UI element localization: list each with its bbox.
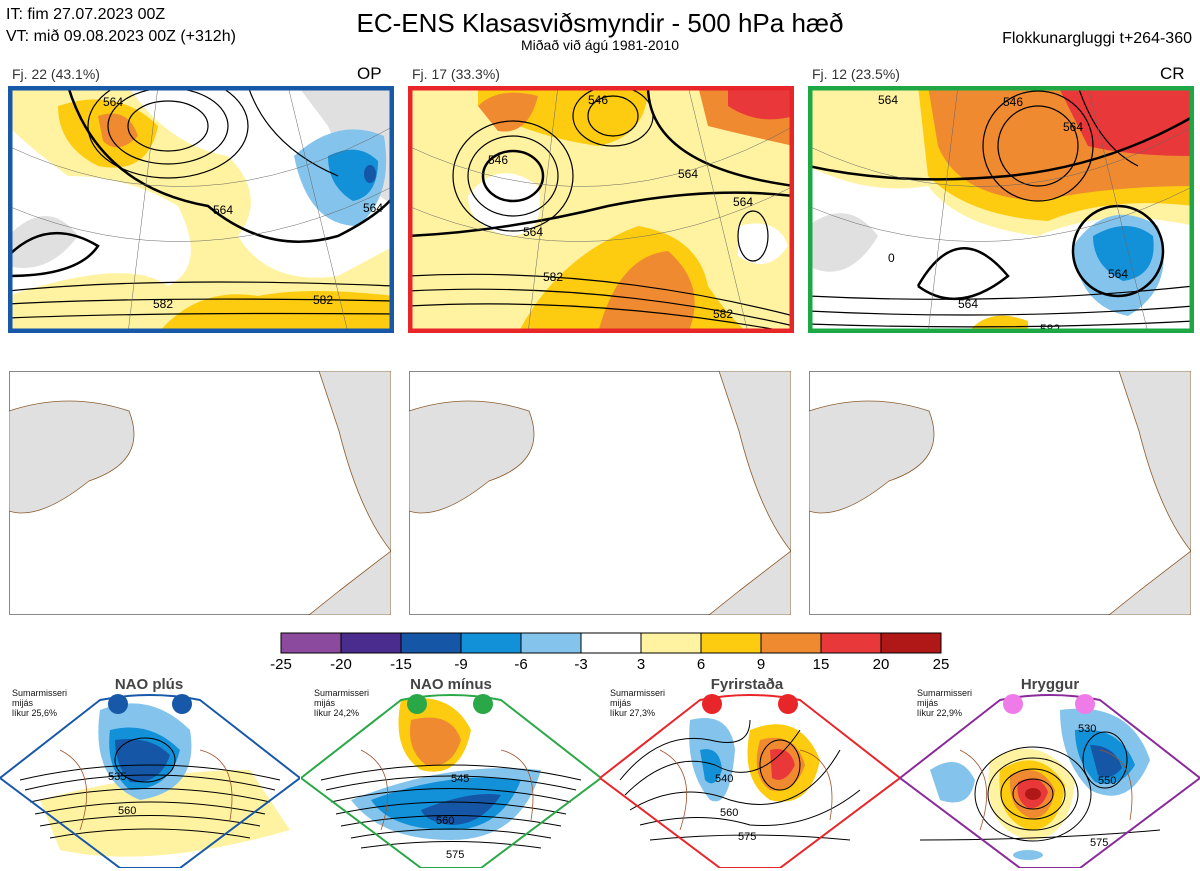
colorbar-label: 3	[636, 656, 646, 673]
colorbar-swatch	[280, 632, 342, 654]
contour-label: 564	[363, 201, 383, 215]
contour-label: 535	[108, 771, 126, 783]
contour-label: 564	[958, 297, 978, 311]
colorbar-label: 15	[812, 656, 830, 673]
regime-info: Sumarmisseri mijás líkur 24,2%	[314, 688, 370, 718]
regime-info: Sumarmisseri mijás líkur 25,6%	[12, 688, 68, 718]
regime-title: NAO plús	[114, 676, 184, 693]
contour-label: 564	[1063, 120, 1083, 134]
regime-title: NAO mínus	[410, 676, 492, 693]
regime-map-2: 545 560 575	[301, 694, 601, 868]
contour-label: 540	[715, 773, 733, 785]
contour-label: 560	[436, 815, 454, 827]
contour-label: 564	[1108, 267, 1128, 281]
contour-label: 564	[103, 95, 123, 109]
colorbar-swatches	[280, 632, 942, 654]
contour-label: 582	[543, 270, 563, 284]
contour-label: 546	[488, 153, 508, 167]
colorbar-swatch	[820, 632, 882, 654]
colorbar-swatch	[580, 632, 642, 654]
colorbar-swatch	[700, 632, 762, 654]
colorbar-label: 6	[696, 656, 706, 673]
colorbar-label: -25	[270, 656, 292, 673]
contour-label: 575	[1090, 837, 1108, 849]
colorbar-swatch	[520, 632, 582, 654]
init-time: IT: fim 27.07.2023 00Z	[6, 6, 166, 23]
cluster-map-2: 546 546 564 564 564 582 582	[408, 86, 794, 333]
cluster-window: Flokkunargluggi t+264-360	[1002, 30, 1192, 47]
colorbar-swatch	[640, 632, 702, 654]
contour-label: 564	[523, 225, 543, 239]
colorbar-label: 20	[872, 656, 890, 673]
empty-map-3	[809, 371, 1191, 615]
contour-label: 564	[733, 195, 753, 209]
regime-info: Sumarmisseri mijás líkur 27,3%	[610, 688, 666, 718]
contour-label: 582	[1040, 322, 1060, 333]
page-subtitle: Miðað við ágú 1981-2010	[520, 37, 679, 53]
cluster-label: Fj. 22 (43.1%)	[12, 66, 100, 82]
contour-label: 582	[713, 307, 733, 321]
regime-map-3: 540 560 575	[600, 694, 900, 868]
colorbar-label: 9	[756, 656, 766, 673]
page-title: EC-ENS Klasasviðsmyndir - 500 hPa hæð	[356, 8, 844, 38]
contour-label: 582	[153, 297, 173, 311]
contour-label: 564	[678, 167, 698, 181]
contour-label: 564	[213, 203, 233, 217]
colorbar-label: -9	[454, 656, 468, 673]
header-info: IT: fim 27.07.2023 00Z VT: mið 09.08.202…	[6, 4, 236, 48]
contour-label: 550	[1098, 775, 1116, 787]
empty-map-2	[409, 371, 791, 615]
regime-info: Sumarmisseri mijás líkur 22,9%	[917, 688, 973, 718]
regime-map-1: 535 560	[0, 694, 300, 868]
colorbar-swatch	[340, 632, 402, 654]
contour-label: 530	[1078, 723, 1096, 735]
colorbar-swatch	[400, 632, 462, 654]
cluster-tag: OP	[357, 64, 382, 83]
colorbar-label: -3	[574, 656, 588, 673]
regime-title: Hryggur	[1020, 676, 1080, 693]
contour-label: 0	[888, 251, 895, 265]
contour-label: 564	[878, 93, 898, 107]
cluster-map-1: 564 564 564 582 582	[8, 86, 394, 333]
colorbar-label: -6	[514, 656, 528, 673]
colorbar-swatch	[760, 632, 822, 654]
contour-label: 560	[720, 807, 738, 819]
contour-label: 575	[446, 849, 464, 861]
colorbar-label: -15	[390, 656, 412, 673]
colorbar-swatch	[880, 632, 942, 654]
regime-title: Fyrirstaða	[710, 676, 784, 693]
colorbar-label: -20	[330, 656, 352, 673]
cluster-tag: CR	[1160, 64, 1185, 83]
cluster-label: Fj. 17 (33.3%)	[412, 66, 500, 82]
colorbar-swatch	[460, 632, 522, 654]
cluster-label: Fj. 12 (23.5%)	[812, 66, 900, 82]
contour-label: 546	[588, 93, 608, 107]
contour-label: 560	[118, 805, 136, 817]
valid-time: VT: mið 09.08.2023 00Z (+312h)	[6, 28, 236, 45]
contour-label: 546	[1003, 95, 1023, 109]
empty-map-1	[9, 371, 391, 615]
contour-label: 545	[451, 773, 469, 785]
regime-map-4: 530 550 575	[900, 694, 1200, 868]
contour-label: 582	[313, 293, 333, 307]
colorbar-label: 25	[932, 656, 950, 673]
contour-label: 575	[738, 831, 756, 843]
cluster-map-3: 564 546 564 564 564 0 582	[808, 86, 1194, 333]
